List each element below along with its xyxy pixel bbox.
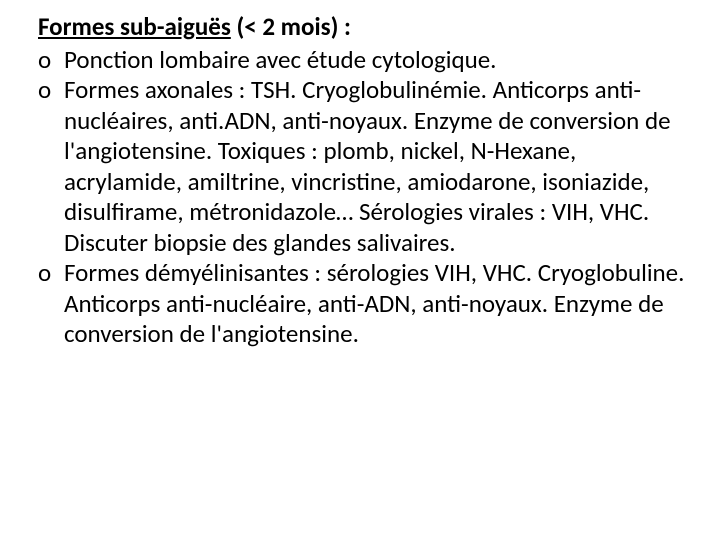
- bullet-marker: o: [38, 45, 64, 76]
- list-item: o Formes démyélinisantes : sérologies VI…: [38, 258, 690, 350]
- document-page: Formes sub-aiguës (< 2 mois) : o Ponctio…: [0, 0, 720, 350]
- heading-title: Formes sub-aiguës: [38, 11, 231, 42]
- list-item: o Ponction lombaire avec étude cytologiq…: [38, 45, 690, 76]
- bullet-text: Formes axonales : TSH. Cryoglobulinémie.…: [64, 75, 690, 258]
- list-item: o Formes axonales : TSH. Cryoglobulinémi…: [38, 75, 690, 258]
- bullet-text: Formes démyélinisantes : sérologies VIH,…: [64, 258, 690, 350]
- bullet-list: o Ponction lombaire avec étude cytologiq…: [38, 45, 690, 350]
- bullet-text: Ponction lombaire avec étude cytologique…: [64, 45, 690, 76]
- bullet-marker: o: [38, 75, 64, 106]
- bullet-marker: o: [38, 258, 64, 289]
- heading-suffix: (< 2 mois) :: [231, 11, 351, 42]
- heading-line: Formes sub-aiguës (< 2 mois) :: [38, 12, 690, 43]
